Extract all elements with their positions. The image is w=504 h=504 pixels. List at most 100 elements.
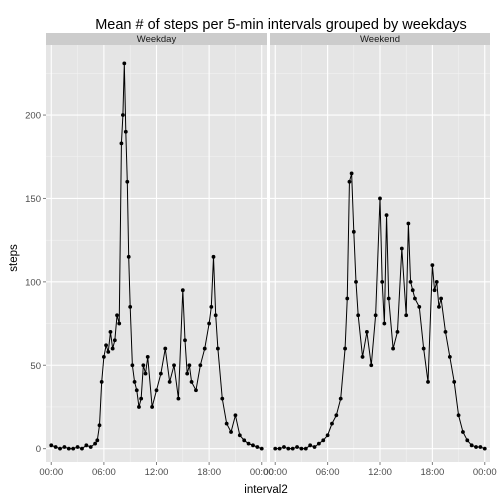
data-point [432,288,437,293]
data-point [139,396,144,401]
data-point [452,380,457,384]
data-point [456,413,461,418]
data-point [194,388,198,393]
x-tick-label: 18:00 [420,467,444,478]
data-point [386,296,391,301]
data-point [130,363,135,368]
data-point [439,296,444,301]
data-point [112,338,117,343]
data-point [349,171,354,176]
data-point [334,413,339,418]
data-point [99,380,104,384]
data-point [325,433,330,438]
data-point [62,445,67,449]
chart-title: Mean # of steps per 5-min intervals grou… [95,17,467,33]
x-tick-label: 18:00 [197,467,221,478]
data-point [406,221,411,226]
data-point [106,350,111,354]
data-point [123,129,128,134]
data-point [303,446,308,451]
panels: Weekday Weekend [46,33,490,462]
data-point [122,61,127,66]
data-point [447,355,452,359]
data-point [482,446,487,451]
data-point [117,321,122,326]
data-point [125,179,130,184]
data-point [145,355,150,359]
y-tick-label: 150 [25,194,41,205]
data-point [163,346,168,351]
data-point [316,441,321,446]
data-point [365,329,369,334]
data-point [187,363,192,368]
data-point [143,371,148,376]
y-axis-title: steps [8,244,20,272]
data-point [469,443,474,448]
data-point [108,329,113,334]
data-point [141,363,146,368]
data-point [259,446,264,451]
data-point [58,446,62,451]
x-tick-label: 00:00 [250,467,274,478]
data-point [202,346,207,351]
data-point [384,213,389,218]
data-point [413,296,417,301]
data-point [461,430,465,434]
data-point [215,346,220,351]
series-line-weekend [275,173,485,450]
data-point [119,141,124,146]
data-point [343,346,347,351]
data-point [80,446,84,451]
data-point [430,263,435,268]
data-point [308,443,313,448]
data-point [209,304,214,309]
strip-label-weekend: Weekend [360,34,400,45]
y-axis: 0 50 100 150 200 [25,111,46,455]
data-point [421,346,426,351]
data-point [183,338,187,343]
data-point [158,371,163,376]
data-point [391,346,395,351]
data-point [84,443,89,448]
data-point [338,396,343,401]
strip-weekday [46,33,267,45]
x-tick-label: 00:00 [39,467,63,478]
data-point [71,446,76,451]
data-point [137,405,141,409]
x-tick-label: 06:00 [92,467,116,478]
data-point [255,445,260,449]
data-point [399,246,404,251]
data-point [237,433,242,438]
data-point [295,445,299,449]
x-tick-label: 00:00 [263,467,287,478]
data-point [229,430,233,434]
x-tick-label: 00:00 [473,467,497,478]
data-point [312,445,317,449]
data-point [75,445,80,449]
data-point [395,329,400,334]
y-tick-label: 50 [30,361,41,372]
data-point [242,438,247,443]
data-point [465,438,470,443]
data-point [478,445,483,449]
data-point [93,441,98,446]
data-point [189,380,194,384]
data-point [404,313,409,318]
x-tick-label: 12:00 [145,467,169,478]
data-point [121,113,125,117]
data-point [101,355,106,359]
x-axis-title: interval2 [244,484,287,496]
data-point [347,179,352,184]
y-tick-label: 200 [25,111,41,122]
data-point [110,346,115,351]
data-point [134,388,139,393]
strip-weekend [270,33,490,45]
data-point [97,423,102,428]
data-point [220,396,225,401]
panel-weekend: Weekend [270,33,490,462]
data-point [150,405,155,409]
data-point [95,438,100,443]
data-point [132,380,137,384]
